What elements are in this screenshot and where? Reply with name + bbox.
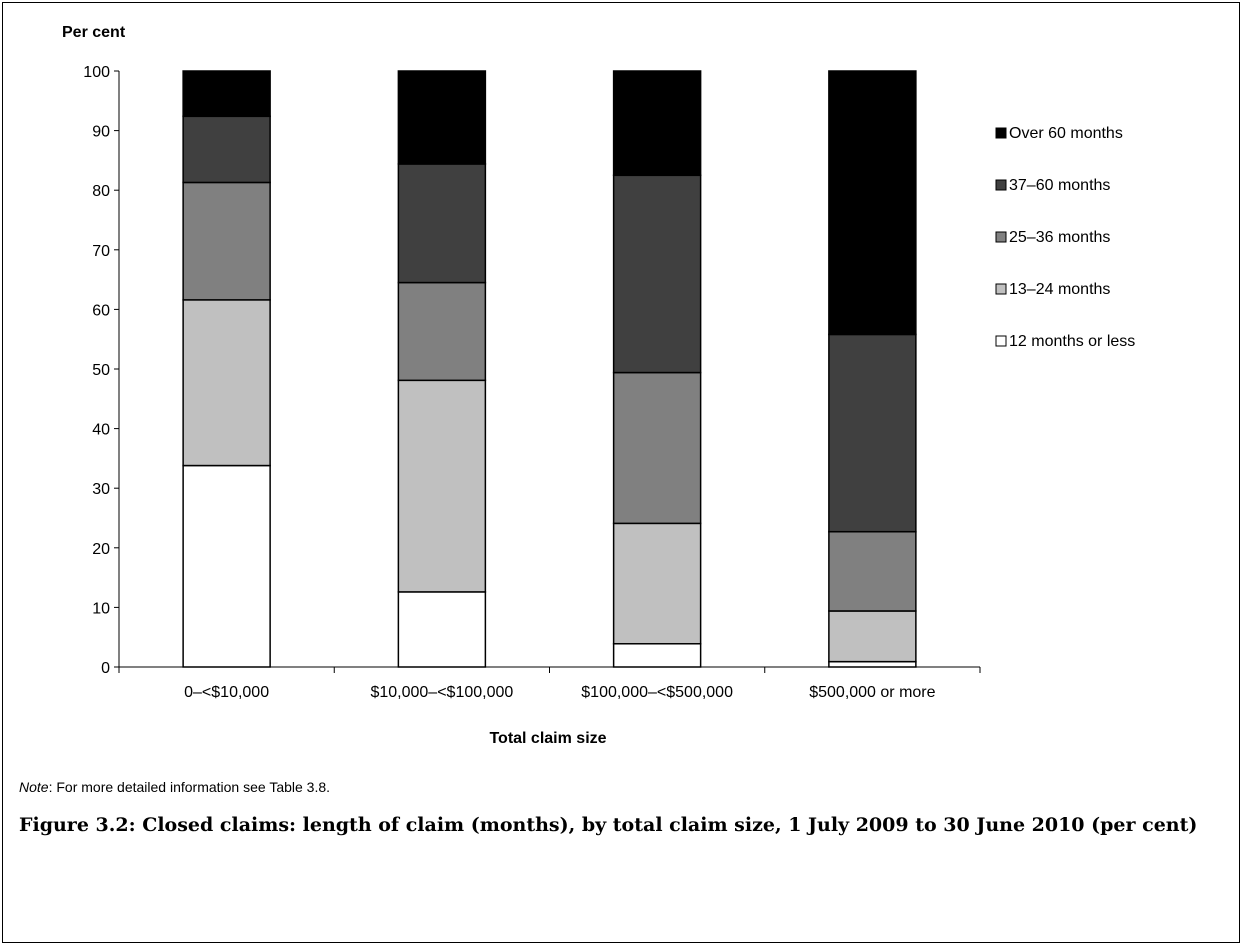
bar-segment: [397, 591, 487, 668]
legend-swatch: [995, 231, 1007, 243]
y-tick-label: 60: [92, 302, 110, 319]
bar-segment: [612, 522, 702, 645]
y-tick-label: 70: [92, 243, 110, 260]
legend-label: Over 60 months: [1009, 125, 1123, 142]
chart-note: Note: For more detailed information see …: [19, 779, 330, 795]
legend: Over 60 months 37–60 months 25–36 months 13…: [995, 125, 1135, 350]
y-tick-label: 80: [92, 183, 110, 200]
y-tick-label: 0: [101, 660, 110, 677]
legend-swatch: [995, 335, 1007, 347]
bar-segment: [828, 70, 917, 336]
bar-segment: [612, 371, 702, 525]
legend-swatch: [995, 283, 1007, 295]
bar-segment: [182, 181, 271, 301]
y-tick-label: 100: [83, 64, 110, 81]
bar-segment: [828, 530, 917, 612]
bar-segment: [182, 299, 271, 467]
bar-segment: [612, 174, 702, 374]
y-tick-label: 50: [92, 362, 110, 379]
bar-segment: [397, 281, 487, 382]
bar-segment: [612, 70, 702, 177]
figure-caption: Figure 3.2: Closed claims: length of cla…: [19, 814, 1198, 836]
legend-label: 13–24 months: [1009, 281, 1110, 298]
legend-label: 25–36 months: [1009, 229, 1110, 246]
legend-label: 12 months or less: [1009, 333, 1135, 350]
x-tick-label: 0–<$10,000: [184, 684, 269, 701]
bar-segment: [182, 464, 271, 668]
x-tick-label: $500,000 or more: [809, 684, 935, 701]
bar-segment: [397, 70, 487, 165]
y-tick-label: 40: [92, 422, 110, 439]
x-axis-label: Total claim size: [489, 730, 606, 747]
legend-label: 37–60 months: [1009, 177, 1110, 194]
bar-segment: [612, 643, 702, 668]
note-text: : For more detailed information see Tabl…: [48, 779, 331, 795]
bar-segment: [182, 70, 271, 118]
x-tick-label: $10,000–<$100,000: [370, 684, 513, 701]
y-axis-label: Per cent: [62, 24, 126, 41]
bar-segment: [828, 660, 917, 668]
bar-segment: [828, 333, 917, 533]
note-label: Note: [19, 779, 49, 795]
legend-swatch: [995, 127, 1007, 139]
bar-segment: [397, 379, 487, 593]
y-tick-label: 30: [92, 481, 110, 498]
x-tick-label: $100,000–<$500,000: [581, 684, 733, 701]
legend-swatch: [995, 179, 1007, 191]
stacked-bar-chart: Per cent 0 10 20 30 40 50 60 70 80 90 100 0–<$10,00…: [62, 24, 1135, 747]
bar-segment: [397, 163, 487, 284]
bar-segment: [828, 610, 917, 663]
y-tick-label: 10: [92, 600, 110, 617]
plot-area: 0 10 20 30 40 50 60 70 80 90 100 0–<$10,000 $10,000–…: [83, 64, 981, 701]
y-tick-label: 90: [92, 124, 110, 141]
y-tick-label: 20: [92, 541, 110, 558]
bar-segment: [182, 115, 271, 184]
